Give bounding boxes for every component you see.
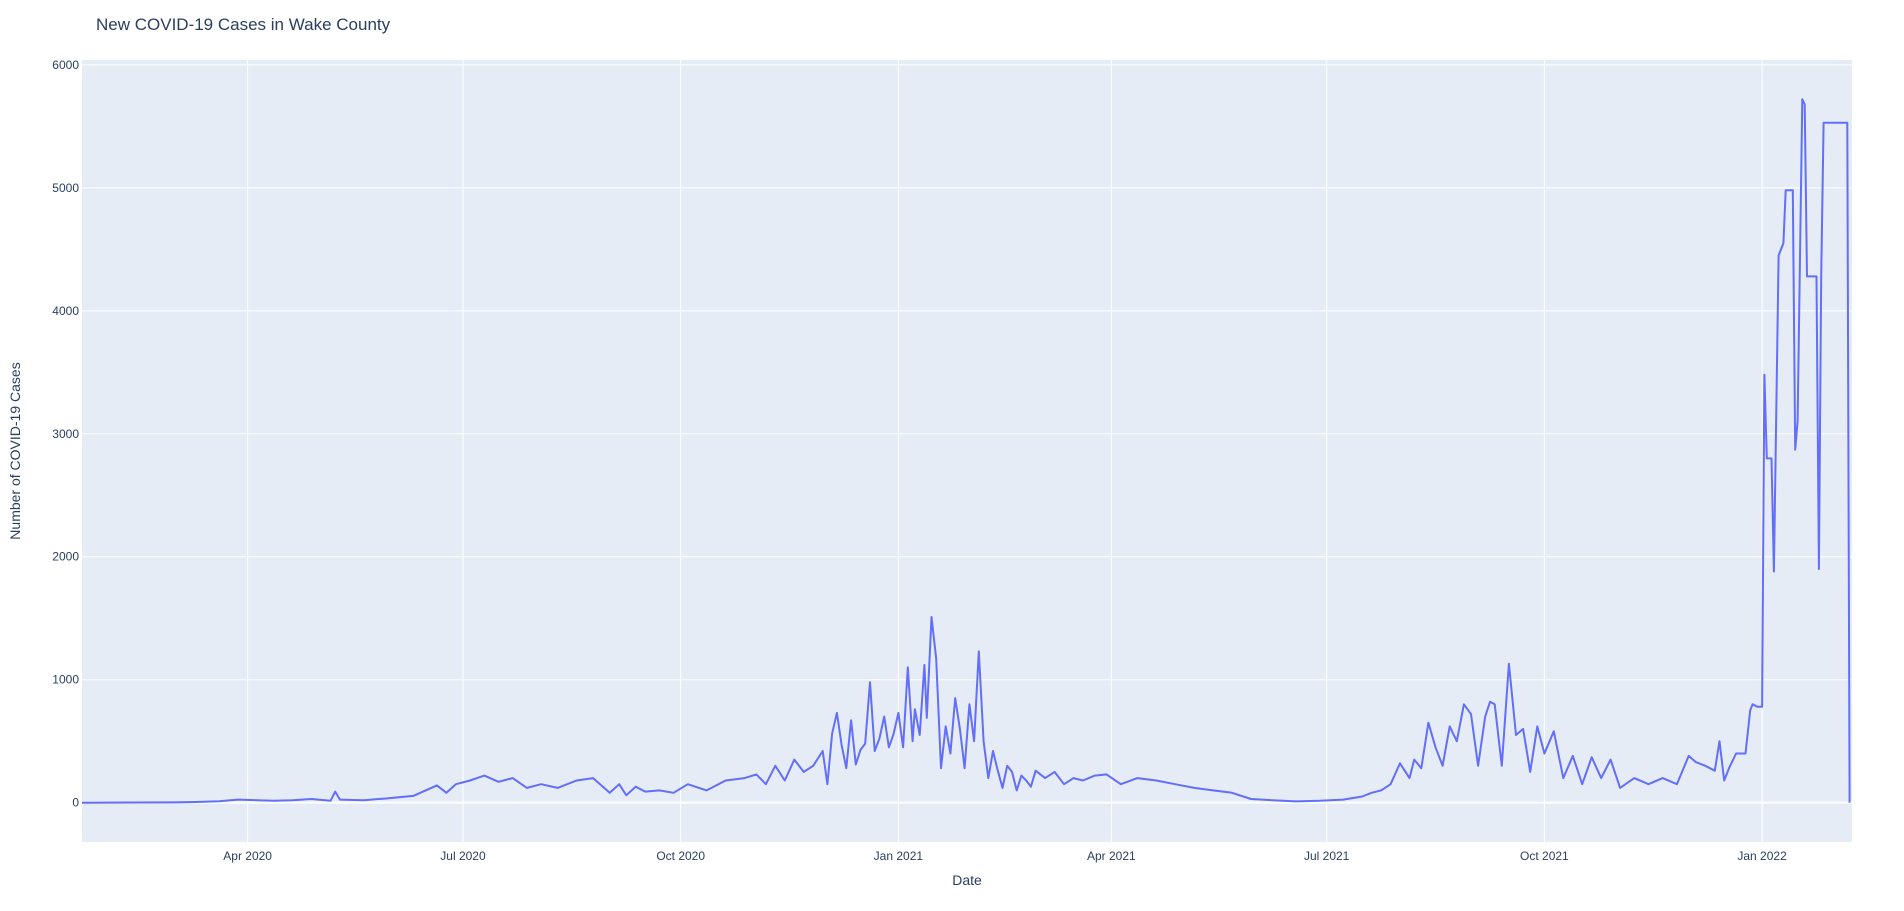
- x-tick-label: Oct 2021: [1520, 849, 1569, 863]
- y-tick-label: 5000: [52, 181, 79, 195]
- series-line-0: [81, 98, 1851, 804]
- y-tick-label: 4000: [52, 304, 79, 318]
- x-tick-label: Jan 2021: [874, 849, 924, 863]
- y-tick-label: 3000: [52, 427, 79, 441]
- x-tick-label: Apr 2020: [223, 849, 272, 863]
- x-axis-title: Date: [952, 872, 982, 888]
- y-tick-label: 2000: [52, 550, 79, 564]
- y-tick-label: 6000: [52, 58, 79, 72]
- x-tick-label: Jul 2021: [1304, 849, 1350, 863]
- y-axis-title: Number of COVID-19 Cases: [7, 362, 23, 539]
- x-tick-labels: Apr 2020 Jul 2020 Oct 2020 Jan 2021 Apr 2021…: [223, 849, 1787, 863]
- y-tick-labels: 0 1000 2000 3000 4000 5000 6000: [52, 58, 79, 810]
- x-tick-label: Oct 2020: [656, 849, 705, 863]
- x-gridlines: [247, 60, 1763, 842]
- plot-area: [82, 60, 1852, 842]
- y-tick-label: 1000: [52, 673, 79, 687]
- x-tick-label: Jul 2020: [440, 849, 486, 863]
- x-tick-label: Jan 2022: [1737, 849, 1787, 863]
- y-tick-label: 0: [72, 796, 79, 810]
- chart-title: New COVID-19 Cases in Wake County: [96, 15, 391, 34]
- y-gridlines: [82, 64, 1852, 804]
- x-tick-label: Apr 2021: [1087, 849, 1136, 863]
- series-layer: [81, 98, 1851, 804]
